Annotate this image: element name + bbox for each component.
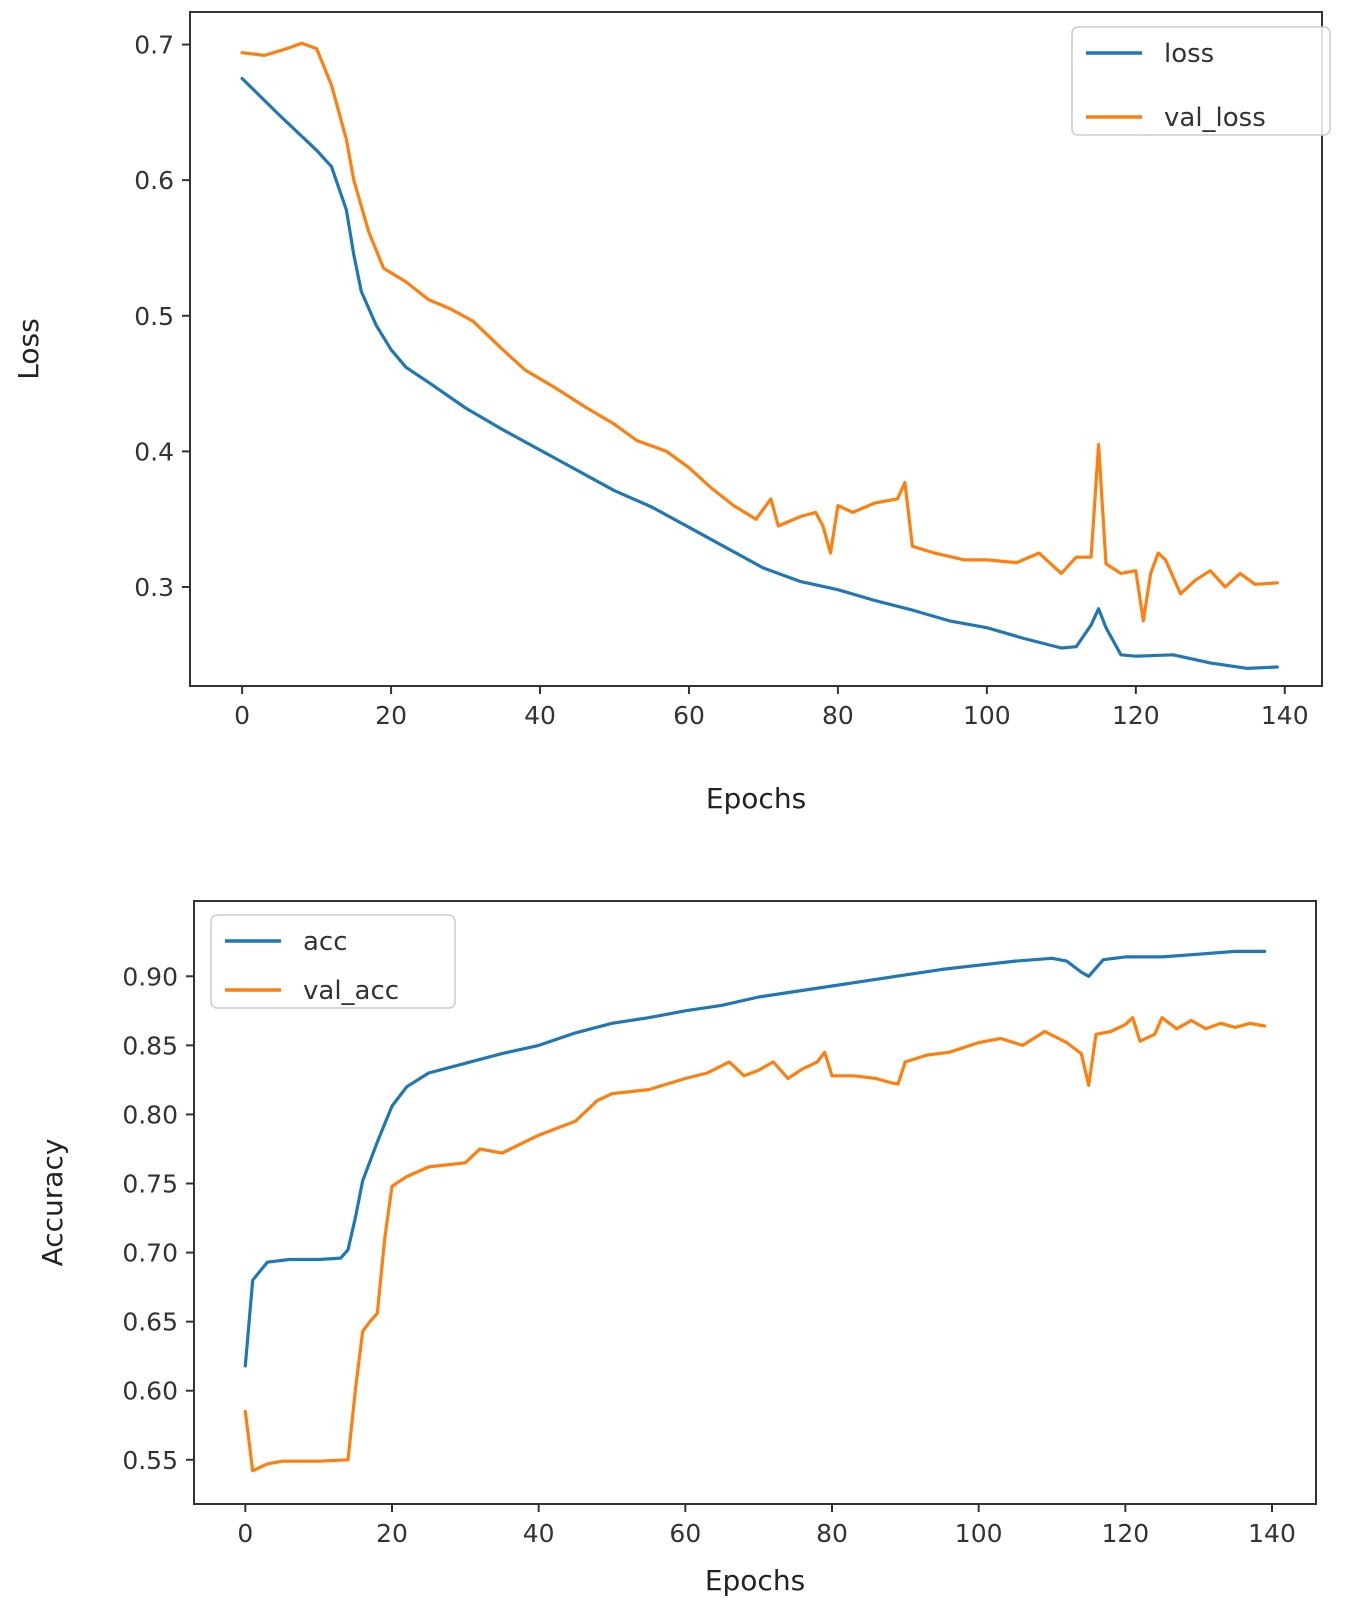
y-tick-label: 0.65: [122, 1308, 178, 1337]
y-tick-label: 0.60: [122, 1377, 178, 1406]
x-tick-label: 140: [1261, 701, 1309, 730]
x-tick-label: 100: [963, 701, 1011, 730]
y-tick-label: 0.70: [122, 1239, 178, 1268]
x-tick-label: 120: [1112, 701, 1160, 730]
legend: loss val_loss: [1071, 26, 1331, 136]
y-tick-label: 0.55: [122, 1446, 178, 1475]
legend-label-val_loss: val_loss: [1164, 103, 1266, 133]
y-tick-label: 0.80: [122, 1100, 178, 1129]
plot-frame: [193, 900, 1317, 1505]
x-tick-label: 0: [237, 1519, 253, 1548]
x-tick-label: 60: [669, 1519, 701, 1548]
x-tick-label: 120: [1101, 1519, 1149, 1548]
x-tick-label: 40: [523, 1519, 555, 1548]
x-tick-label: 80: [816, 1519, 848, 1548]
series-line-loss: [240, 76, 1279, 670]
y-tick-label: 0.4: [134, 437, 174, 466]
x-tick-label: 40: [524, 701, 556, 730]
x-tick-label: 20: [375, 701, 407, 730]
y-tick-label: 0.3: [134, 573, 174, 602]
x-axis-title: Epochs: [705, 1564, 805, 1597]
y-tick-label: 0.5: [134, 302, 174, 331]
legend-label-acc: acc: [303, 927, 348, 957]
x-axis-title: Epochs: [706, 782, 806, 815]
legend-label-loss: loss: [1164, 39, 1214, 69]
x-tick-label: 100: [955, 1519, 1003, 1548]
legend-label-val_acc: val_acc: [303, 976, 399, 1006]
chart-accuracy: 0 20 40 60 80 100 120 140 0.55 0.60 0.65 0.70 0.75 0.…: [36, 900, 1317, 1597]
x-tick-label: 0: [234, 701, 250, 730]
series-line-val_loss: [240, 41, 1279, 623]
y-tick-label: 0.85: [122, 1031, 178, 1060]
y-tick-label: 0.75: [122, 1170, 178, 1199]
x-tick-label: 60: [673, 701, 705, 730]
y-tick-label: 0.90: [122, 962, 178, 991]
y-tick-label: 0.6: [134, 166, 174, 195]
series-line-acc: [243, 949, 1267, 1368]
x-tick-label: 20: [376, 1519, 408, 1548]
plot-frame: [189, 11, 1323, 687]
y-tick-label: 0.7: [134, 31, 174, 60]
y-axis-title: Accuracy: [36, 1139, 69, 1267]
y-axis-title: Loss: [12, 318, 45, 379]
legend-box: [210, 914, 456, 1009]
x-tick-label: 80: [822, 701, 854, 730]
x-tick-label: 140: [1248, 1519, 1296, 1548]
legend: acc val_acc: [210, 914, 456, 1009]
series-line-val_acc: [243, 1016, 1267, 1473]
chart-loss: 0 20 40 60 80 100 120 140 0.3 0.4 0.5 0.6 0.7 Epochs L…: [12, 11, 1331, 815]
